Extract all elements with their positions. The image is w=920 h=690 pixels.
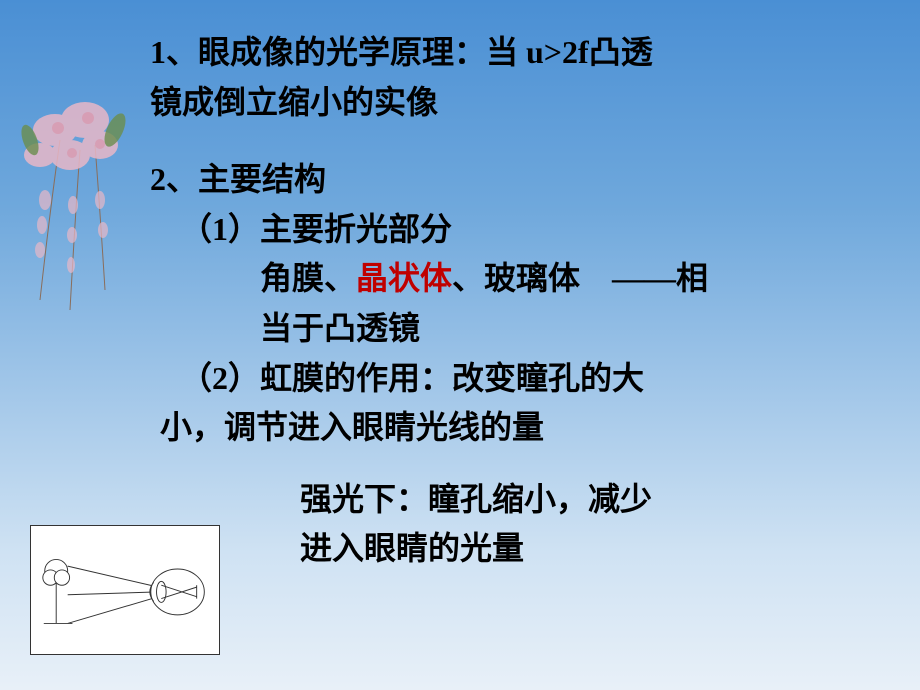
item1-content-row1: 角膜、晶状体、玻璃体 ――相 (260, 254, 880, 304)
item1-label: （1）主要折光部分 (180, 205, 880, 255)
eye-diagram (30, 525, 220, 655)
example-line2: 进入眼睛的光量 (300, 524, 880, 574)
example-line1: 强光下：瞳孔缩小，减少 (300, 475, 880, 525)
point1-line1: 1、眼成像的光学原理：当 u>2f凸透 (150, 28, 880, 78)
item1-part-a: 角膜、 (260, 260, 356, 296)
item1-content-row2: 当于凸透镜 (260, 304, 880, 354)
item2-line1: （2）虹膜的作用：改变瞳孔的大 (180, 354, 880, 404)
item1-part-b: 、玻璃体 ――相 (452, 260, 708, 296)
slide-content: 1、眼成像的光学原理：当 u>2f凸透 镜成倒立缩小的实像 2、主要结构 （1）… (0, 20, 920, 574)
point1-line2: 镜成倒立缩小的实像 (150, 78, 880, 128)
item2-line2: 小，调节进入眼睛光线的量 (160, 403, 880, 453)
item1-key: 晶状体 (356, 260, 452, 296)
point2-heading: 2、主要结构 (150, 155, 880, 205)
